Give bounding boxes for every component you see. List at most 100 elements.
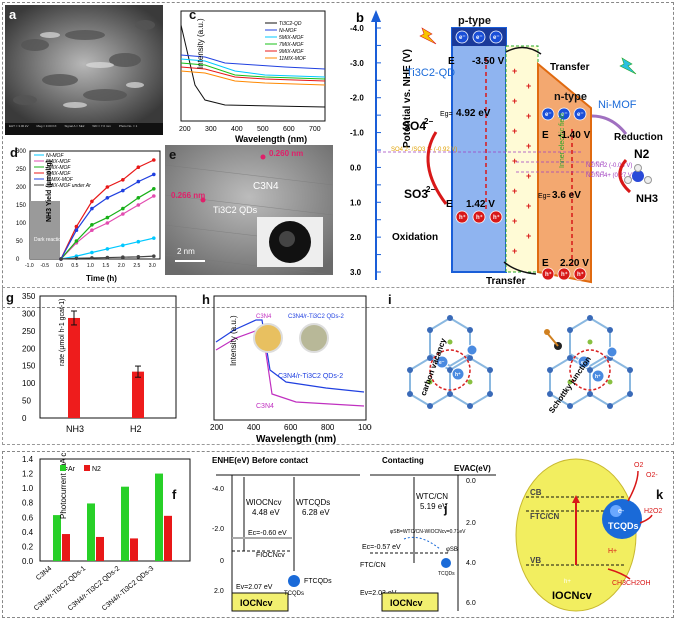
lattice-spot <box>200 197 206 203</box>
ev1: Ev=2.07 eV <box>236 584 273 591</box>
d-point <box>152 194 156 198</box>
d-point <box>136 179 141 184</box>
h-curve-label-c3n4: C3N4 <box>256 403 274 410</box>
nh3-molecule <box>632 170 644 182</box>
j-rtick-2: 2.0 <box>466 520 476 527</box>
f-legend-n2: N2 <box>92 466 101 473</box>
panel-k-label: k <box>656 487 664 502</box>
panel-i-label: i <box>388 292 392 307</box>
nimof-label: Ni-MOF <box>598 99 637 111</box>
b-tick-label: 1.0 <box>350 198 362 207</box>
d-point <box>121 255 125 259</box>
c-xtick: 700 <box>309 126 321 133</box>
k-tcqds: TCQDs <box>608 521 639 531</box>
f-ylabel: Photocurrent (μA cm-2) <box>59 453 68 519</box>
middle-frame <box>2 287 674 445</box>
g-ylabel: rate (μmol h-1 gcat-1) <box>59 299 66 366</box>
c-ylabel: Intensity (a.u.) <box>196 18 205 69</box>
c-xtick: 200 <box>179 126 191 133</box>
sem-caption-5: Photo No. = 1 <box>118 124 138 128</box>
panel-c: Intensity (a.u.) Wavelength (nm) 200 300 4… <box>165 5 330 145</box>
svg-text:h⁺: h⁺ <box>476 214 483 221</box>
d-point <box>90 256 94 260</box>
d-ylabel: NH3 Yield (μmol/g) <box>46 160 53 222</box>
sem-caption-4: WD = 7.0 mm <box>92 124 111 128</box>
g-ytick: 300 <box>22 309 36 318</box>
panel-d-label: d <box>10 145 18 160</box>
hole <box>489 210 503 224</box>
d-xtick: -0.5 <box>40 263 49 269</box>
ecb-p-sym: E <box>448 56 455 67</box>
k-ftccn: FTC/CN <box>530 512 560 521</box>
evb-p: 1.42 V <box>466 199 495 210</box>
panel-f-label: f <box>172 487 177 502</box>
k-h2o2: H2O2 <box>644 508 662 515</box>
j-ltick-1: -4.0 <box>212 486 224 493</box>
d-xtick: 3.0 <box>149 263 156 269</box>
f-bar <box>53 515 61 561</box>
panel-d-plot: Dark reaction 0 50 100 150 200 250 300 -1.0 -0.… <box>16 149 161 283</box>
panel-b: b Potential vs. NHE (V) -4.0 -3.0 -2.0 -1.0… <box>336 4 674 287</box>
g-ytick: 200 <box>22 344 36 353</box>
svg-text:Eg=: Eg= <box>538 193 551 200</box>
eg-p: 4.92 eV <box>456 108 491 119</box>
f-bar <box>130 538 138 561</box>
sem-caption-1: EHT = 3.00 kV <box>9 124 29 128</box>
nh3-label: NH3 <box>636 193 658 205</box>
ftccn: FTC/CN <box>360 562 386 569</box>
d-xtick: 1.0 <box>87 263 94 269</box>
svg-text:e⁻: e⁻ <box>561 112 568 118</box>
d-xtick: 2.5 <box>133 263 140 269</box>
g-ytick: 50 <box>22 397 31 406</box>
so4-label: SO4 <box>402 119 426 133</box>
svg-text:+: + <box>512 126 517 136</box>
c-legend-label: 9MIX-MOF <box>279 49 304 55</box>
transfer-bottom: Transfer <box>486 276 526 287</box>
d-point <box>152 172 156 177</box>
d-point <box>105 215 110 220</box>
f-ytick: 1.4 <box>22 455 34 464</box>
svg-text:+: + <box>526 201 531 211</box>
ti3c2-label: Ti3C2-QD <box>406 67 455 79</box>
svg-text:2−: 2− <box>426 185 435 194</box>
panel-k: CB FTC/CN VB TCQDs e- h+ IOCNcv O2 O2- H… <box>512 453 674 618</box>
k-hole: h+ <box>564 579 571 585</box>
panel-d: Dark reaction 0 50 100 150 200 250 300 -1.0 -0.… <box>4 145 164 285</box>
band-diagram: b Potential vs. NHE (V) -4.0 -3.0 -2.0 -1.0… <box>350 10 663 287</box>
b-tick-label: -2.0 <box>350 94 364 103</box>
mechanism-diagram: CB FTC/CN VB TCQDs e- h+ IOCNcv O2 O2- H… <box>515 458 662 612</box>
k-o2: O2 <box>634 462 643 469</box>
hole <box>573 267 587 281</box>
f-legend-ar: Ar <box>68 466 76 473</box>
svg-text:e⁻: e⁻ <box>545 112 552 118</box>
j-ltick-3: 0 <box>220 558 224 565</box>
w2-label: WTCQDs <box>296 498 330 507</box>
b-ylabel: Potential vs. NHE (V) <box>402 49 413 148</box>
hole <box>557 267 571 281</box>
d-point <box>136 196 141 200</box>
k-vb: VB <box>530 556 541 565</box>
k-o2m: O2- <box>646 472 658 479</box>
k-ch: CH3CH2OH <box>612 580 651 587</box>
d-point <box>152 187 156 191</box>
panel-c-label: c <box>189 7 197 22</box>
panel-b-label: b <box>356 10 364 25</box>
f-bar <box>155 473 163 561</box>
phi-label: φSB <box>446 547 458 553</box>
d-point <box>121 178 125 182</box>
w1-value: 4.48 eV <box>252 508 280 517</box>
svg-text:h⁺: h⁺ <box>577 271 584 278</box>
g-ytick: 0 <box>22 414 27 423</box>
f-ytick: 0.4 <box>22 528 34 537</box>
svg-text:+: + <box>512 216 517 226</box>
c3n4-label: C3N4 <box>253 181 279 192</box>
d-legend-label: 9MIX-MOF under Ar <box>46 183 91 189</box>
ecb-p: -3.50 V <box>472 56 505 67</box>
d-point <box>152 158 156 162</box>
iocn-label-1: IOCNcv <box>240 598 273 608</box>
inner-field-label: Inner electric field <box>559 113 566 168</box>
d-point <box>136 255 141 259</box>
h-curve-label-composite: C3N4/r-Ti3C2 QDs-2 <box>278 373 343 380</box>
f-bar <box>62 534 70 561</box>
d-legend-label: 9MIX-MOF <box>46 171 71 177</box>
